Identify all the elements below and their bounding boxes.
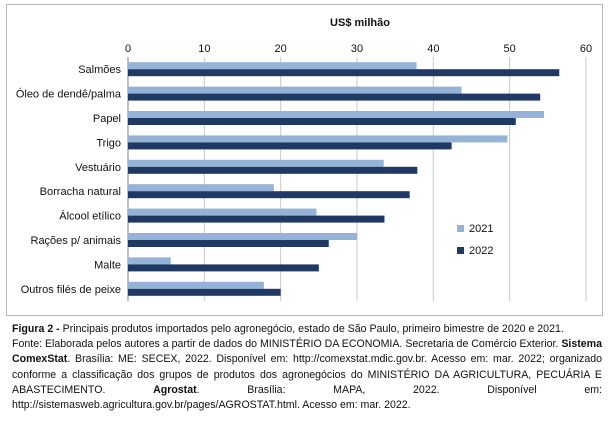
- x-tick-label: 40: [427, 43, 439, 55]
- bar-2021: [128, 135, 508, 143]
- category-label: Vestuário: [75, 162, 121, 174]
- x-tick-label: 50: [504, 43, 516, 55]
- legend-label-2022: 2022: [469, 245, 493, 257]
- category-label: Trigo: [96, 137, 121, 149]
- figure-label: Figura 2 -: [12, 323, 60, 335]
- x-tick-label: 20: [275, 43, 287, 55]
- x-tick-label: 0: [125, 43, 131, 55]
- bar-2022: [128, 142, 452, 150]
- chart-frame: US$ milhão 0 10 20 30 40 50 60 Salmões Óleo de de…: [6, 4, 603, 316]
- bar-2021: [128, 86, 462, 94]
- legend-label-2021: 2021: [469, 223, 493, 235]
- bar-chart: US$ milhão 0 10 20 30 40 50 60 Salmões Óleo de de…: [16, 17, 592, 301]
- category-label: Rações p/ animais: [31, 235, 122, 247]
- bar-2022: [128, 288, 281, 296]
- figure-caption: Figura 2 - Principais produtos importado…: [12, 322, 602, 413]
- bar-2022: [128, 240, 329, 247]
- x-tick-label: 60: [580, 43, 592, 55]
- bar-2021: [128, 184, 274, 192]
- source-text-2: . Brasília: ME: SECEX, 2022. Disponível …: [12, 353, 602, 396]
- x-tick-label: 10: [198, 43, 210, 55]
- category-label: Salmões: [78, 64, 121, 76]
- legend-swatch-2022: [457, 247, 464, 254]
- x-tick-label: 30: [351, 43, 363, 55]
- bar-2022: [128, 264, 319, 272]
- source-text-3: . Brasília: MAPA, 2022. Disponível em: h…: [12, 383, 602, 412]
- bar-2021: [128, 208, 317, 216]
- bar-2021: [128, 257, 171, 265]
- bar-2021: [128, 233, 357, 240]
- source-bold-2: Agrostat: [153, 383, 197, 396]
- bar-2022: [128, 215, 385, 223]
- bar-2022: [128, 118, 516, 125]
- figure-title: Principais produtos importados pelo agro…: [59, 323, 564, 335]
- bar-2022: [128, 93, 541, 101]
- chart-title: US$ milhão: [330, 17, 390, 29]
- category-label: Óleo de dendê/palma: [16, 88, 122, 101]
- bar-2021: [128, 62, 417, 70]
- source-bold-1: Sistema ComexStat: [12, 338, 602, 366]
- bar-2021: [128, 111, 545, 118]
- bar-2022: [128, 69, 560, 77]
- bar-2021: [128, 281, 264, 289]
- category-label: Outros filés de peixe: [21, 284, 121, 296]
- bar-2021: [128, 159, 384, 167]
- category-label: Álcool etílico: [59, 210, 121, 223]
- source-text-1: Fonte: Elaborada pelos autores a partir …: [12, 338, 562, 351]
- category-label: Papel: [93, 113, 121, 125]
- category-label: Borracha natural: [40, 186, 121, 198]
- legend-swatch-2021: [457, 225, 464, 232]
- category-label: Malte: [94, 259, 121, 271]
- bar-2022: [128, 191, 410, 199]
- bar-2022: [128, 166, 418, 174]
